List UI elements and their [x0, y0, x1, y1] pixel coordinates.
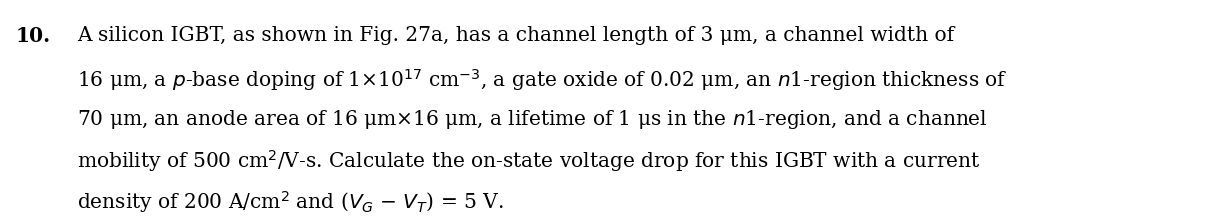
- Text: density of 200 A/cm$^{2}$ and ($V_{G}$ − $V_{T}$) = 5 V.: density of 200 A/cm$^{2}$ and ($V_{G}$ −…: [77, 189, 503, 215]
- Text: 16 μm, a $p$-base doping of 1×10$^{17}$ cm$^{-3}$, a gate oxide of 0.02 μm, an $: 16 μm, a $p$-base doping of 1×10$^{17}$ …: [77, 67, 1007, 93]
- Text: 70 μm, an anode area of 16 μm×16 μm, a lifetime of 1 μs in the $n$1-region, and : 70 μm, an anode area of 16 μm×16 μm, a l…: [77, 108, 988, 131]
- Text: A silicon IGBT, as shown in Fig. 27a, has a channel length of 3 μm, a channel wi: A silicon IGBT, as shown in Fig. 27a, ha…: [77, 26, 955, 45]
- Text: 10.: 10.: [16, 26, 51, 46]
- Text: mobility of 500 cm$^{2}$/V-s. Calculate the on-state voltage drop for this IGBT : mobility of 500 cm$^{2}$/V-s. Calculate …: [77, 148, 980, 174]
